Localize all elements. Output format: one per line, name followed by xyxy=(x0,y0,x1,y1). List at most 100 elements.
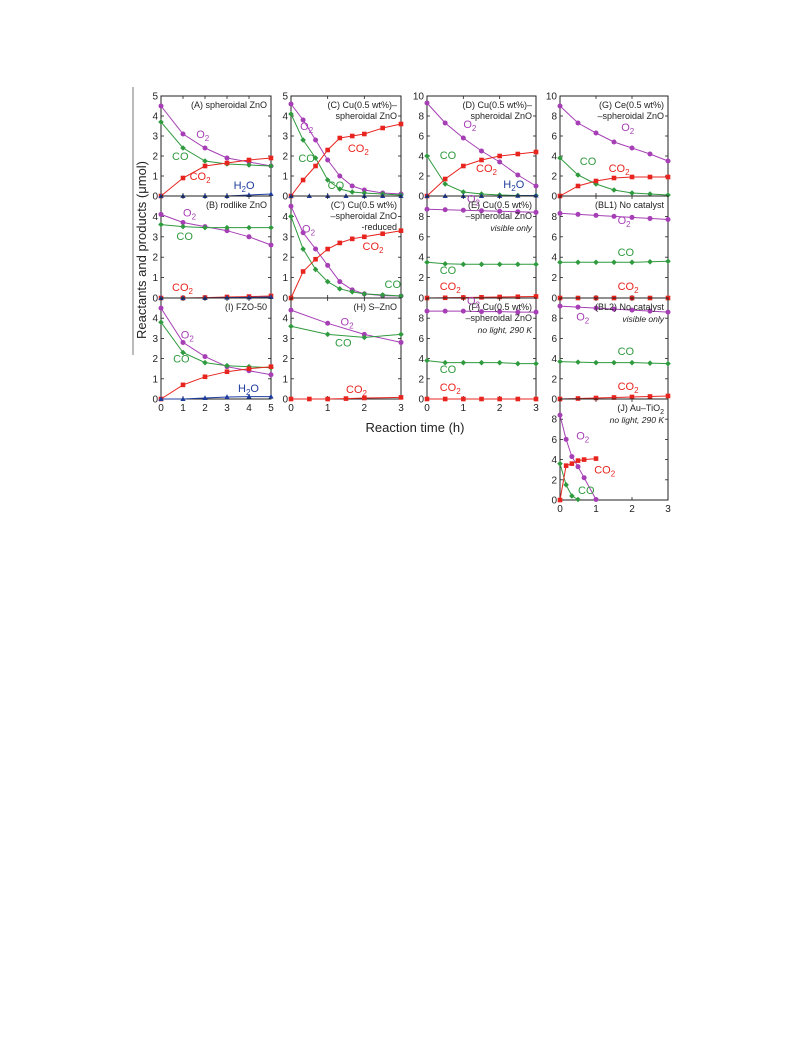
panel-f-ytick-label: 2 xyxy=(418,374,424,385)
panel-d-co2-point xyxy=(442,176,448,182)
panel-h-xtick-label: 3 xyxy=(398,403,404,414)
panel-i-co2-point xyxy=(224,369,230,375)
panel-i-h2o-point xyxy=(158,396,164,401)
panel-bl2-co2-point xyxy=(593,395,599,401)
panel-c-o2-point xyxy=(337,279,343,285)
panel-c-co2-point xyxy=(313,163,318,169)
panel-f-co-point xyxy=(442,359,448,366)
panel-i-xtick-label: 3 xyxy=(224,403,230,414)
panel-d-co-point xyxy=(442,181,448,187)
panel-b-o2-point xyxy=(246,234,252,240)
panel-i-co2-point xyxy=(246,366,252,371)
panel-j-ytick-label: 8 xyxy=(551,415,557,426)
panel-c-co-point xyxy=(324,278,331,285)
panel-c-o2-point xyxy=(325,157,331,163)
panel-h-o2-point xyxy=(325,320,331,326)
panel-d-ytick-label: 6 xyxy=(418,132,424,143)
panel-bl1-o2-point xyxy=(647,215,653,221)
panel-a-label-h2o: H2O xyxy=(234,180,255,194)
panel-bl2-o2-point xyxy=(611,306,617,312)
panel-e-co2-point xyxy=(461,295,466,300)
panel-h-xtick-label: 1 xyxy=(325,403,331,414)
panel-i-series-h2o xyxy=(161,396,271,400)
panel-i-xtick-label: 0 xyxy=(158,403,164,414)
panel-e-o2-point xyxy=(460,207,466,213)
panel-h-co2-point xyxy=(288,396,294,402)
panel-c-co2-point xyxy=(349,133,355,139)
panel-g-ytick-label: 8 xyxy=(551,112,557,123)
panel-e-ytick-label: 4 xyxy=(418,253,424,264)
panel-d-title: (D) Cu(0.5 wt%)– xyxy=(462,100,532,110)
panel-bl1-label-co2: CO2 xyxy=(618,281,640,295)
panel-i-co-point xyxy=(158,319,164,326)
panel-j-co-point xyxy=(575,496,581,503)
panel-j-co2-point xyxy=(557,497,563,503)
panel-c-title: -reduced xyxy=(361,222,397,232)
panel-h-co2-point xyxy=(325,396,330,402)
panel-bl1-ytick-label: 8 xyxy=(551,212,557,223)
panel-i-h2o-point xyxy=(202,395,208,400)
panel-i-xtick-label: 4 xyxy=(246,403,252,414)
panel-bl2-co2-point xyxy=(629,394,635,400)
panel-b-ytick-label: 1 xyxy=(152,273,158,284)
panel-g-o2-point xyxy=(611,139,617,145)
panel-bl2-ytick-label: 0 xyxy=(551,395,557,406)
panel-a-ytick-label: 3 xyxy=(152,132,158,143)
panel-bl2-o2-point xyxy=(647,308,653,314)
panel-g-co2-point xyxy=(593,178,599,184)
panel-c-o2-point xyxy=(361,187,367,193)
panel-j-co2-point xyxy=(569,461,575,466)
panel-j-co2-point xyxy=(575,458,581,463)
panel-f-label-co: CO xyxy=(440,364,457,376)
panel-a-label-co2: CO2 xyxy=(190,171,212,185)
panel-h-ytick-label: 0 xyxy=(282,395,288,406)
panel-c-co-point xyxy=(361,190,368,196)
panel-e: 0 2 4 6 8 O2 CO CO2 (E) Cu(0.5 wt%)–spheroidal Z… xyxy=(418,194,539,305)
y-axis-label: Reactants and products (μmol) xyxy=(134,161,149,339)
panel-c-title: (C') Cu(0.5 wt%) xyxy=(331,200,397,210)
panel-e-co-point xyxy=(424,259,430,266)
panel-d-label-co: CO xyxy=(440,150,457,162)
panel-bl1-o2-point xyxy=(575,211,581,217)
panel-h-ytick-label: 1 xyxy=(282,374,288,385)
panel-j-co-point xyxy=(557,460,563,467)
panel-c-o2-point xyxy=(300,117,306,123)
panel-j-o2-point xyxy=(581,475,587,481)
panel-c-co2-point xyxy=(349,236,355,242)
panel-c-label-co2: CO2 xyxy=(348,143,370,157)
panel-h-label-co2: CO2 xyxy=(346,384,368,398)
panel-bl2-ytick-label: 4 xyxy=(551,354,557,365)
panel-j-o2-point xyxy=(593,496,599,502)
panel-h-co-point xyxy=(324,331,331,338)
panel-h-series-co xyxy=(290,325,402,338)
panel-bl2-co-point xyxy=(557,358,563,365)
panel-e-co-point xyxy=(442,261,448,267)
panel-i-ytick-label: 1 xyxy=(152,374,158,385)
panel-a-label-co: CO xyxy=(172,151,189,163)
panel-g-co-point xyxy=(647,191,653,197)
panel-f-ytick-label: 0 xyxy=(418,395,424,406)
panel-e-o2-point xyxy=(515,209,521,215)
panel-d-o2-point xyxy=(460,135,466,141)
panel-a-ytick-label: 1 xyxy=(152,172,158,183)
panel-c-co2-point xyxy=(300,177,306,183)
panel-bl2-co-point xyxy=(611,359,617,366)
panel-b-o2-point xyxy=(268,242,274,248)
panel-j-note: no light, 290 K xyxy=(610,415,665,425)
panel-bl2-o2-point xyxy=(557,303,563,309)
panel-c-co-point xyxy=(379,292,386,298)
panel-d-ytick-label: 0 xyxy=(418,192,424,203)
panel-d-o2-point xyxy=(479,148,484,154)
panel-d-ytick-label: 2 xyxy=(418,172,424,183)
panel-d-co-point xyxy=(460,189,467,195)
panel-h-xtick-label: 2 xyxy=(362,403,368,414)
panel-d-o2-point xyxy=(424,100,430,106)
panel-b: 0 1 2 3 4 O2 CO CO2 (B) rodlike ZnO xyxy=(152,195,274,305)
panel-f-o2-point xyxy=(533,309,539,315)
panel-i-label-o2: O2 xyxy=(181,329,195,343)
panel-c-ytick-label: 4 xyxy=(282,112,288,123)
panel-f-o2-point xyxy=(442,308,448,314)
panel-a-ytick-label: 0 xyxy=(152,192,158,203)
